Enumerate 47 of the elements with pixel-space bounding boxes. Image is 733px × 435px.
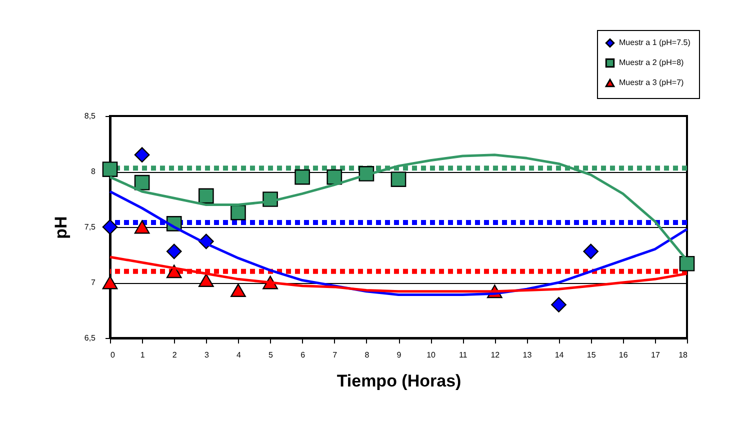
x-tick-label: 3: [204, 350, 210, 360]
x-tick-label: 8: [364, 350, 370, 360]
x-tick-label: 7: [332, 350, 338, 360]
y-axis-title: pH: [51, 216, 70, 239]
x-tick-label: 10: [426, 350, 436, 360]
point: [230, 284, 246, 297]
point: [326, 169, 342, 185]
point: [102, 276, 118, 290]
x-tick-label: 0: [110, 350, 116, 360]
point: [390, 172, 406, 187]
point: [134, 147, 150, 163]
point: [230, 204, 246, 220]
point: [198, 274, 214, 288]
point: [551, 297, 566, 312]
x-axis-title: Tiempo (Horas): [336, 372, 462, 390]
point: [198, 188, 214, 204]
y-tick-label: 8: [91, 167, 96, 176]
x-tick-label: 17: [650, 350, 660, 360]
x-tick-label: 13: [522, 350, 532, 360]
x-tick-label: 11: [458, 350, 468, 360]
x-tick-label: 1: [140, 350, 146, 360]
x-tick-label: 12: [490, 350, 500, 360]
x-tick-label: 4: [236, 350, 242, 360]
x-tick-label: 16: [618, 350, 628, 360]
y-tick-label: 7: [91, 278, 96, 287]
point: [166, 244, 182, 260]
point: [102, 219, 118, 235]
x-tick-label: 15: [586, 350, 596, 360]
y-tick-label: 8,5: [84, 112, 96, 120]
x-tick-label: 18: [678, 350, 688, 360]
y-tick-label: 7,5: [84, 222, 96, 232]
x-tick-label: 14: [554, 350, 564, 360]
legend-label: Muestr a 2 (pH=8): [619, 58, 684, 67]
x-tick-label: 9: [396, 350, 402, 360]
point: [134, 174, 150, 190]
x-tick-label: 6: [300, 350, 306, 360]
point: [294, 169, 310, 185]
point: [102, 162, 118, 177]
point: [134, 220, 150, 234]
x-tick-label: 2: [172, 350, 178, 360]
point: [166, 264, 182, 278]
y-tick-label: 6,5: [84, 334, 96, 342]
legend-label: Muestr a 3 (pH=7): [619, 78, 684, 87]
point: [679, 256, 695, 272]
legend-label: Muestr a 1 (pH=7.5): [619, 38, 691, 47]
x-tick-label: 5: [268, 350, 274, 360]
point: [583, 244, 599, 260]
